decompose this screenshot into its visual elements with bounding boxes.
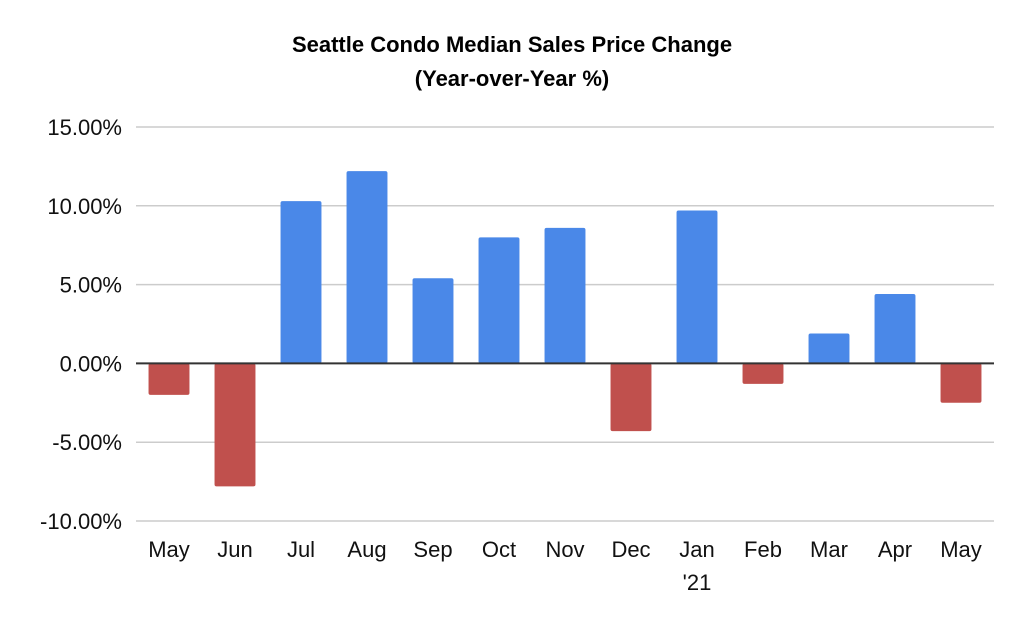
bar [544,227,586,364]
bar [280,201,322,364]
bar [478,237,520,364]
x-tick-label: Apr [878,537,912,562]
x-tick-label: Dec [611,537,650,562]
x-axis-tick-labels: May Jun Jul Aug Sep Oct Nov Dec Jan '21 Feb Mar Apr M… [148,537,982,595]
chart-subtitle: (Year-over-Year %) [415,66,609,91]
y-tick-label: 5.00% [60,273,122,298]
bar [874,294,916,364]
bar [808,333,850,364]
bar [676,210,718,364]
bar [610,363,652,432]
bar [346,171,388,364]
bar [412,278,454,364]
y-tick-label: -5.00% [52,430,122,455]
y-axis-tick-labels: 15.00% 10.00% 5.00% 0.00% -5.00% -10.00% [40,115,122,534]
x-tick-label: Nov [545,537,584,562]
x-tick-label: Jul [287,537,315,562]
x-tick-label: Jan [679,537,714,562]
y-tick-label: 0.00% [60,351,122,376]
x-tick-label: '21 [683,570,712,595]
x-tick-label: Feb [744,537,782,562]
bar [742,363,784,384]
x-tick-label: Jun [217,537,252,562]
y-tick-label: 10.00% [47,194,122,219]
y-tick-label: -10.00% [40,509,122,534]
x-tick-label: May [148,537,190,562]
bars [148,171,982,487]
x-tick-label: Sep [413,537,452,562]
chart-title: Seattle Condo Median Sales Price Change [292,32,732,57]
bar [940,363,982,403]
y-tick-label: 15.00% [47,115,122,140]
x-tick-label: Mar [810,537,848,562]
x-tick-label: Aug [347,537,386,562]
x-tick-label: May [940,537,982,562]
bar [214,363,256,487]
x-tick-label: Oct [482,537,516,562]
bar [148,363,190,395]
